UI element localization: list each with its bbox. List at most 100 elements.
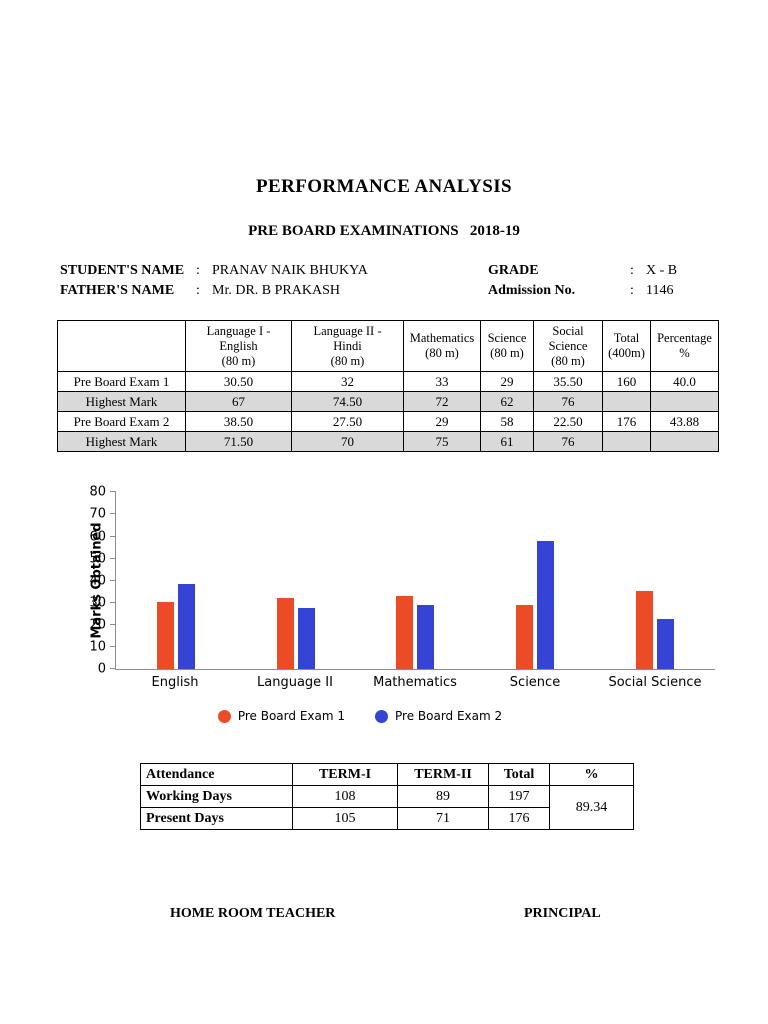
marks-cell: 160 <box>602 371 651 393</box>
y-tick-label: 30 <box>89 595 106 611</box>
admission-no-value: :1146 <box>630 283 674 298</box>
colon: : <box>196 283 200 298</box>
marks-cell: 75 <box>403 431 481 453</box>
attendance-column-header: TERM-I <box>292 763 398 787</box>
marks-column-header: Total (400m) <box>602 319 651 373</box>
legend-dot <box>375 709 388 723</box>
marks-table-row: Highest Mark 67 74.50 72 62 76 <box>57 391 719 413</box>
x-category-label: Science <box>509 675 561 691</box>
marks-cell: 62 <box>480 391 534 413</box>
legend-dot <box>217 709 231 723</box>
home-room-teacher-label: HOME ROOM TEACHER <box>170 906 336 922</box>
colon: : <box>630 283 634 298</box>
attendance-cell: 108 <box>292 785 398 809</box>
y-tick-label: 80 <box>89 484 106 500</box>
bar-group <box>236 492 356 670</box>
marks-column-header: Percentage % <box>650 319 719 373</box>
attendance-cell: 89 <box>397 785 489 809</box>
legend-item: Pre Board Exam 1 <box>217 709 345 724</box>
bar <box>156 601 174 670</box>
attendance-row-label: Present Days <box>140 807 293 831</box>
marks-table-row: Pre Board Exam 1 30.50 32 33 29 35.50 160 40.0 <box>57 371 719 393</box>
marks-column-header: Language I - English (80 m) <box>185 319 292 373</box>
bar <box>636 590 654 670</box>
y-tick-label: 0 <box>97 661 106 677</box>
marks-cell: 71.50 <box>185 431 292 453</box>
page-subtitle: PRE BOARD EXAMINATIONS 2018-19 <box>248 223 520 239</box>
y-tick-label: 60 <box>89 529 106 544</box>
legend-item: Pre Board Exam 2 <box>375 709 502 723</box>
y-tick-mark <box>110 624 116 625</box>
father-name-label: FATHER'S NAME <box>60 283 175 298</box>
marks-cell: 35.50 <box>533 371 603 393</box>
colon: : <box>630 263 634 278</box>
marks-cell: 72 <box>403 391 481 413</box>
marks-cell: 22.50 <box>533 411 603 433</box>
x-category-label: Mathematics <box>373 675 457 691</box>
marks-row-label: Highest Mark <box>57 431 186 453</box>
attendance-column-header: TERM-II <box>397 763 489 787</box>
marks-table-header-row: Language I - English (80 m) Language II -… <box>57 319 719 373</box>
chart-legend: Pre Board Exam 1 Pre Board Exam 2 <box>0 709 720 723</box>
attendance-column-header: Attendance <box>140 763 293 787</box>
attendance-table-row: Present Days 105 71 176 <box>140 807 634 831</box>
bar-group <box>595 492 715 670</box>
x-category-label: English <box>151 675 199 691</box>
marks-cell: 38.50 <box>185 411 292 433</box>
marks-cell: 27.50 <box>291 411 404 433</box>
bar <box>657 619 675 670</box>
student-name-label: STUDENT'S NAME <box>60 263 185 278</box>
marks-row-label: Pre Board Exam 1 <box>57 371 186 393</box>
page-title: PERFORMANCE ANALYSIS <box>256 176 512 197</box>
marks-cell: 33 <box>403 371 481 393</box>
admission-no-label: Admission No. <box>488 283 576 298</box>
marks-cell: 67 <box>185 391 292 413</box>
marks-cell: 76 <box>533 391 603 413</box>
marks-cell: 43.88 <box>650 411 719 433</box>
student-name-value: : PRANAV NAIK BHUKYA <box>196 263 368 278</box>
attendance-cell: 197 <box>488 785 550 809</box>
attendance-table-body: Working Days 108 89 197 89.34 Present Days 105… <box>140 785 634 831</box>
marks-cell <box>602 391 651 413</box>
y-tick-label: 20 <box>89 617 106 633</box>
y-tick-mark <box>110 535 116 537</box>
attendance-cell: 176 <box>488 807 550 831</box>
marks-cell: 32 <box>291 371 404 393</box>
bar <box>177 584 195 670</box>
marks-column-header: Science (80 m) <box>480 319 534 373</box>
marks-cell: 70 <box>291 431 404 453</box>
bar <box>297 608 315 670</box>
y-tick-label: 50 <box>89 551 106 567</box>
attendance-table: Attendance TERM-I TERM-II Total% Working Da… <box>140 763 634 831</box>
chart-x-labels: English Language II Mathematics Science Soci… <box>115 675 715 690</box>
marks-cell: 74.50 <box>291 391 404 413</box>
marks-cell <box>650 391 719 413</box>
marks-table-row: Highest Mark 71.50 70 75 61 76 <box>57 431 719 453</box>
student-info: STUDENT'S NAME : PRANAV NAIK BHUKYA GRADE… <box>60 262 720 300</box>
y-tick-mark <box>110 668 116 670</box>
father-name-value: : Mr. DR. B PRAKASH <box>196 283 340 298</box>
marks-column-header: Social Science (80 m) <box>533 319 603 373</box>
attendance-percentage-cell: 89.34 <box>549 785 634 831</box>
bar <box>276 598 294 670</box>
marks-row-label: Highest Mark <box>57 391 186 413</box>
y-tick-mark <box>110 601 116 603</box>
bar-group <box>356 492 476 670</box>
colon: : <box>196 263 200 278</box>
marks-cell: 76 <box>533 431 603 453</box>
y-tick-mark <box>110 491 116 493</box>
legend-label: Pre Board Exam 1 <box>237 709 345 724</box>
y-tick-mark <box>110 513 116 515</box>
attendance-cell: 105 <box>292 807 398 831</box>
y-tick-mark <box>110 557 116 559</box>
attendance-table-row: Working Days 108 89 197 89.34 <box>140 785 634 831</box>
marks-column-header: Language II - Hindi (80 m) <box>291 319 404 373</box>
marks-cell: 58 <box>480 411 534 433</box>
bar-group <box>116 492 236 670</box>
marks-cell <box>602 431 651 453</box>
bar <box>537 540 555 670</box>
marks-table-row: Pre Board Exam 2 38.50 27.50 29 58 22.50 176 43… <box>57 411 719 433</box>
performance-bar-chart: Marks Obtained 0 10 20 30 40 50 60 70 80 English… <box>0 486 768 723</box>
attendance-column-header: Total <box>488 763 550 787</box>
